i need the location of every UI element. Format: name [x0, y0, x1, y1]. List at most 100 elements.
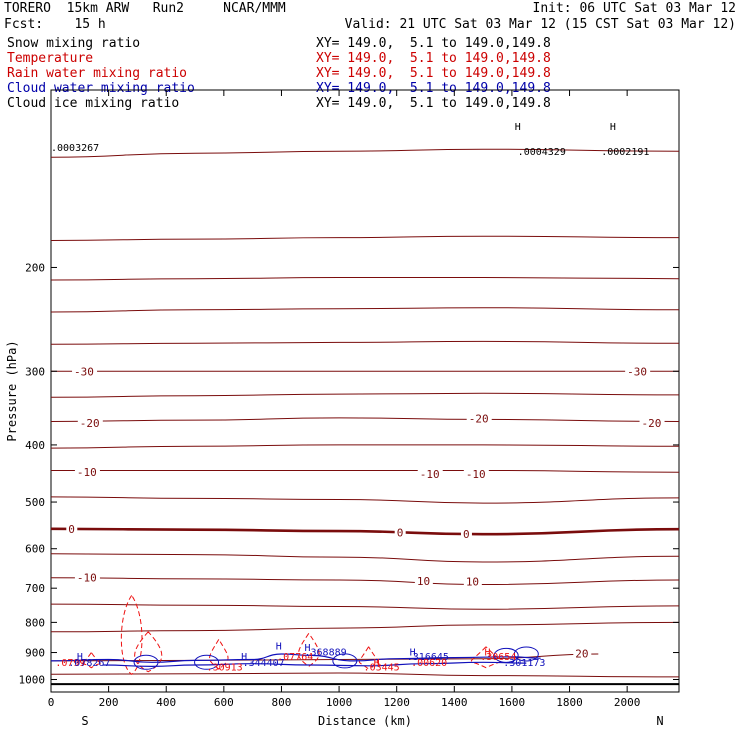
x-tick-label: 1000	[326, 696, 353, 709]
x-tick-label: 400	[156, 696, 176, 709]
temperature-label: 20	[575, 647, 588, 660]
temperature-isotherm	[50, 340, 680, 345]
x-tick-label: 1600	[499, 696, 526, 709]
extremum-label: .0003267	[51, 143, 99, 154]
temperature-label-bg	[74, 571, 100, 584]
rain-contour	[209, 639, 229, 670]
extremum-label: .03445	[364, 662, 400, 673]
x-tick-label: 600	[214, 696, 234, 709]
extremum-label: .316645	[407, 652, 449, 663]
temperature-label-bg	[74, 466, 100, 479]
y-tick-label: 200	[25, 261, 45, 274]
temperature-label-bg	[639, 416, 665, 429]
temperature-label: -10	[466, 468, 486, 481]
temperature-label: 10	[417, 575, 430, 588]
extremum-label: .0799	[55, 658, 85, 669]
temperature-contour	[50, 577, 680, 586]
extremum-label: .0002191	[601, 147, 649, 158]
temperature-label-bg	[66, 523, 78, 536]
temperature-label: -20	[469, 413, 489, 426]
temperature-isotherm	[50, 496, 680, 504]
rain-contour	[298, 633, 320, 667]
rain-contour	[134, 631, 163, 673]
x-tick-label: 800	[272, 696, 292, 709]
temperature-contour	[50, 527, 680, 536]
temperature-label-bg	[460, 528, 472, 541]
y-tick-label: 300	[25, 365, 45, 378]
temperature-label-bg	[463, 467, 489, 480]
field-name: Temperature	[7, 51, 94, 66]
extremum-label: .078267	[68, 658, 110, 669]
y-axis-label: Pressure (hPa)	[5, 340, 19, 441]
temperature-isotherm	[50, 672, 680, 678]
temperature-label: 0	[463, 528, 470, 541]
extremum-label: .30654	[480, 652, 516, 663]
extremum-label: .30913	[207, 662, 243, 673]
y-tick-label: 500	[25, 496, 45, 509]
temperature-label: -20	[642, 417, 662, 430]
extremum-label: .07764	[277, 652, 313, 663]
cloud-water-cell	[493, 647, 519, 663]
field-xy-range: XY= 149.0, 5.1 to 149.0,149.8	[316, 51, 551, 66]
y-tick-label: 600	[25, 543, 45, 556]
temperature-label-bg	[463, 575, 482, 588]
y-tick-label: 700	[25, 582, 45, 595]
header-title: TORERO 15km ARW Run2 NCAR/MMM	[4, 1, 286, 16]
field-name: Snow mixing ratio	[7, 36, 141, 51]
temperature-label-bg	[573, 647, 592, 660]
extremum-label: .301173	[503, 658, 545, 669]
cloud-water-cell	[332, 653, 358, 669]
rain-contour	[120, 595, 143, 675]
temperature-label: -10	[420, 468, 440, 481]
temperature-isotherm	[50, 444, 680, 449]
header-init: Init: 06 UTC Sat 03 Mar 12	[532, 1, 737, 16]
extremum-label: .344407	[243, 658, 285, 669]
temperature-label-bg	[625, 365, 651, 378]
x-tick-label: 200	[99, 696, 119, 709]
cloud-water-cell	[194, 654, 220, 670]
temperature-isotherm	[50, 276, 680, 281]
header-valid: Valid: 21 UTC Sat 03 Mar 12 (15 CST Sat …	[344, 17, 736, 32]
header-forecast: Fcst: 15 h	[4, 17, 106, 32]
extremum-label: .00620	[411, 658, 447, 669]
temperature-label-bg	[417, 467, 443, 480]
y-tick-label: 400	[25, 439, 45, 452]
temperature-label-bg	[414, 574, 433, 587]
temperature-contour	[51, 469, 680, 473]
x-end-label-south: S	[81, 714, 88, 728]
extremum-label: H	[610, 122, 616, 133]
field-xy-range: XY= 149.0, 5.1 to 149.0,149.8	[316, 81, 551, 96]
field-xy-range: XY= 149.0, 5.1 to 149.0,149.8	[316, 66, 551, 81]
field-xy-range: XY= 149.0, 5.1 to 149.0,149.8	[316, 36, 551, 51]
extremum-label: H	[241, 652, 247, 663]
temperature-contour	[50, 417, 680, 422]
x-tick-label: 0	[48, 696, 55, 709]
extremum-label: H	[374, 658, 380, 669]
temperature-label: -10	[77, 572, 97, 585]
extremum-label: H	[276, 641, 282, 652]
x-tick-label: 1400	[441, 696, 468, 709]
x-tick-label: 1800	[556, 696, 583, 709]
temperature-isotherm	[50, 307, 680, 313]
x-tick-label: 1200	[383, 696, 410, 709]
extremum-label: H	[305, 643, 311, 654]
temperature-isotherm	[50, 392, 680, 398]
temperature-label: -30	[627, 365, 647, 378]
extremum-label: .368889	[305, 648, 347, 659]
x-axis-label: Distance (km)	[318, 714, 412, 728]
temperature-label: 0	[68, 523, 75, 536]
y-tick-label: 1000	[19, 674, 46, 687]
temperature-label: -30	[74, 365, 94, 378]
plot-frame	[50, 89, 680, 693]
y-tick-label: 900	[25, 647, 45, 660]
extremum-label: H	[515, 122, 521, 133]
temperature-isotherm	[50, 235, 680, 241]
cloud-water-contour	[102, 661, 527, 668]
temperature-isotherm	[50, 621, 680, 633]
field-name: Rain water mixing ratio	[7, 66, 188, 81]
extremum-label: H	[485, 648, 491, 659]
temperature-isotherm	[50, 553, 680, 563]
temperature-label: -20	[80, 417, 100, 430]
